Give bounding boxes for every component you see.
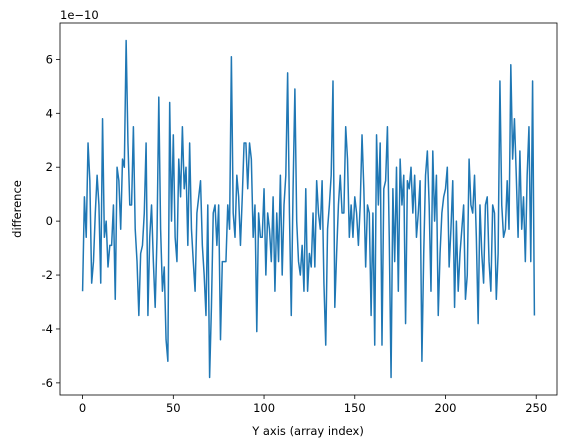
x-tick-label: 250 — [525, 401, 547, 415]
y-axis-label: difference — [10, 180, 24, 238]
data-line — [81, 39, 536, 379]
plot-frame — [59, 22, 558, 396]
y-tick-label: 4 — [46, 106, 53, 120]
x-tick-label: 50 — [166, 401, 181, 415]
x-tick-label: 0 — [79, 401, 86, 415]
y-tick-label: 6 — [46, 52, 53, 66]
x-axis-label: Y axis (array index) — [251, 424, 364, 438]
y-tick-label: -6 — [42, 376, 53, 390]
y-offset-label: 1e−10 — [60, 8, 99, 22]
y-tick-label: -4 — [42, 322, 53, 336]
x-tick-label: 100 — [253, 401, 275, 415]
y-tick-label: 0 — [46, 214, 53, 228]
x-tick-label: 150 — [344, 401, 366, 415]
x-tick-label: 200 — [435, 401, 457, 415]
y-tick-label: 2 — [46, 160, 53, 174]
y-tick-label: -2 — [42, 268, 53, 282]
